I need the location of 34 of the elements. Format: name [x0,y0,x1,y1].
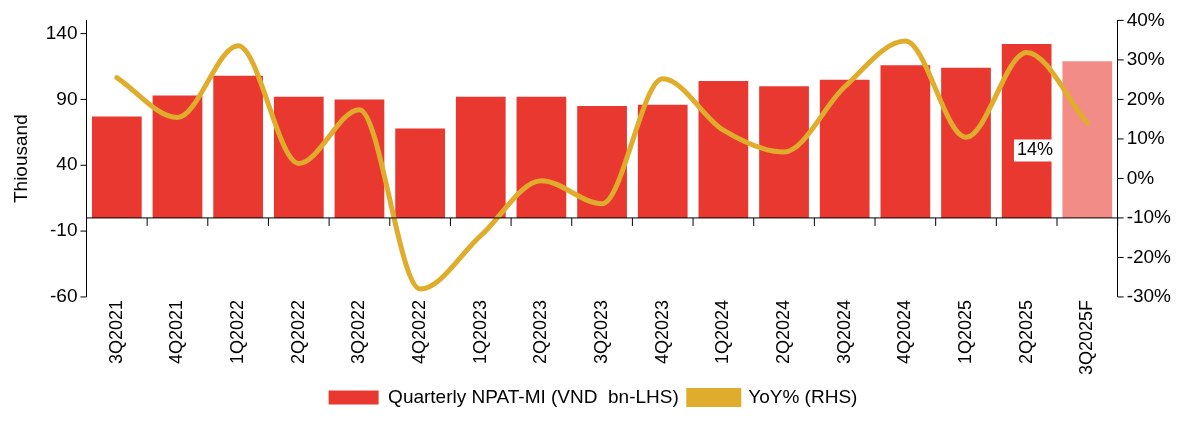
y2-tick-label: -10% [1126,206,1172,228]
x-tick-label: 3Q2024 [833,299,854,365]
legend-label: Quarterly NPAT-MI (VND bn-LHS) [388,385,679,407]
x-tick-label: 4Q2023 [651,299,672,365]
y2-tick-label: -20% [1126,245,1172,267]
x-tick-label: 4Q2021 [166,299,187,365]
x-tick-label: 3Q2022 [348,299,369,365]
y-tick-label: -10 [50,219,78,241]
y-axis-title: Thiousand [9,114,31,204]
y2-tick-label: 10% [1126,127,1165,149]
x-tick-label: 4Q2022 [409,299,430,365]
y2-tick-label: 0% [1126,166,1155,188]
y-tick-label: 140 [45,21,78,43]
annotation: 14% [1016,139,1053,160]
y2-tick-label: 20% [1126,87,1165,109]
x-tick-label: 2Q2024 [773,299,794,365]
x-tick-label: 3Q2021 [105,299,126,365]
y2-tick-label: 30% [1126,48,1165,70]
x-tick-label: 2Q2023 [530,299,551,365]
y2-tick-label: -30% [1126,285,1172,307]
y-tick-label: 40 [56,153,78,175]
y-tick-label: -60 [50,285,78,307]
y2-tick-label: 40% [1126,8,1165,30]
x-tick-label: 3Q2023 [591,299,612,365]
x-tick-label: 1Q2023 [469,299,490,365]
x-tick-label: 1Q2024 [712,299,733,365]
y-tick-label: 90 [56,87,78,109]
x-tick-label: 1Q2025 [954,299,975,365]
legend-label: YoY% (RHS) [748,385,858,407]
x-tick-label: 4Q2024 [894,299,915,365]
x-tick-label: 2Q2022 [287,299,308,365]
x-tick-label: 2Q2025 [1015,299,1036,365]
x-tick-label: 3Q2025F [1076,299,1097,376]
x-tick-label: 1Q2022 [227,299,248,365]
